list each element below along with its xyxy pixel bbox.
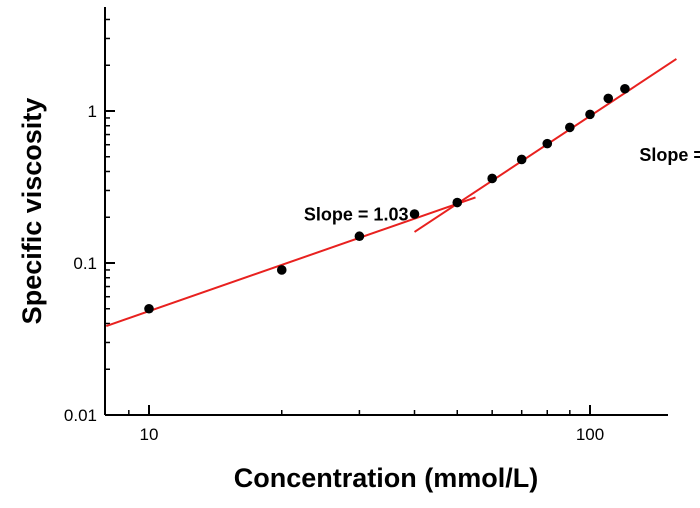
x-tick-label: 100 (576, 425, 604, 444)
annotations: Slope = 1.03 Slope = 1.96 (304, 145, 700, 225)
y-axis-title: Specific viscosity (17, 98, 47, 325)
x-axis-title: Concentration (mmol/L) (234, 463, 539, 493)
data-point (516, 154, 527, 165)
y-tick-label: 1 (88, 102, 97, 121)
data-point (144, 303, 154, 314)
minor-ticks (105, 18, 571, 415)
major-ticks: 10 100 0.01 0.1 1 (64, 102, 604, 444)
data-point (603, 93, 614, 104)
data-point (585, 109, 595, 120)
data-points (144, 83, 630, 314)
y-tick-label: 0.01 (64, 406, 97, 425)
slope-annotation: Slope = 1.96 (639, 145, 700, 165)
fit-line (105, 196, 476, 327)
data-point (542, 138, 553, 149)
fit-lines (105, 58, 677, 327)
data-point (276, 265, 287, 275)
data-point (487, 173, 497, 184)
data-point (452, 197, 463, 208)
data-point (354, 231, 365, 242)
data-point (409, 209, 420, 219)
x-tick-label: 10 (140, 425, 159, 444)
data-point (565, 122, 575, 133)
slope-annotation: Slope = 1.03 (304, 205, 409, 225)
y-tick-label: 0.1 (73, 254, 97, 273)
data-point (620, 83, 630, 94)
axes (104, 7, 668, 416)
